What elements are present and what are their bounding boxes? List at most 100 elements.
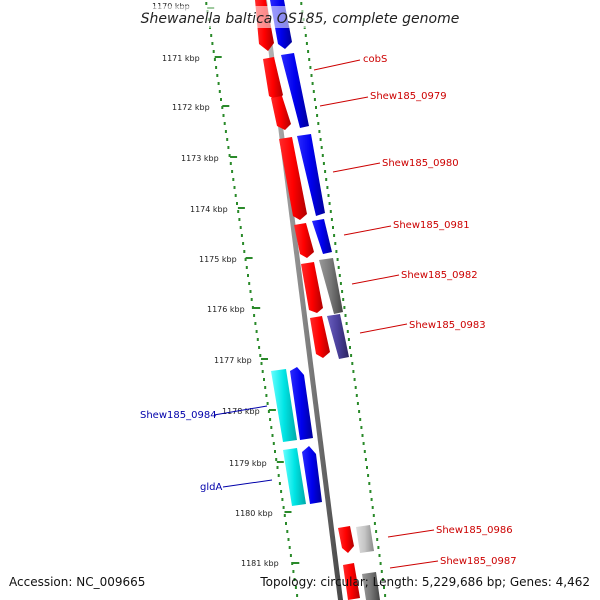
- leader-line: [222, 479, 273, 488]
- kbp-label: 1181 kbp: [241, 559, 279, 568]
- leader-line: [213, 405, 268, 416]
- track-dot: [337, 266, 340, 269]
- track-dot: [313, 98, 316, 101]
- gene-arrow-blue[interactable]: [290, 367, 313, 440]
- track-dot: [231, 170, 234, 173]
- gene-arrow-lightgray[interactable]: [356, 525, 374, 553]
- track-dot: [384, 594, 387, 597]
- track-dot: [243, 250, 246, 253]
- gene-label-leaders-right: [313, 59, 439, 569]
- gene-arrow-red[interactable]: [310, 316, 330, 358]
- track-dot: [271, 434, 274, 437]
- kbp-major-tick: [276, 461, 284, 463]
- track-dot: [296, 594, 299, 597]
- kbp-label: 1177 kbp: [214, 356, 252, 365]
- kbp-label: 1178 kbp: [222, 407, 260, 416]
- gene-features[interactable]: [255, 0, 380, 600]
- gene-label-leaders-left: [213, 405, 273, 488]
- kbp-major-tick: [253, 307, 261, 309]
- gene-label-shew185-0984[interactable]: Shew185_0984: [140, 410, 217, 421]
- gene-arrow-red[interactable]: [301, 262, 323, 313]
- track-dot: [315, 106, 317, 109]
- track-dot: [363, 450, 366, 453]
- track-dot: [216, 74, 219, 77]
- topology-label: Topology: circular; Length: 5,229,686 bp…: [259, 575, 590, 589]
- gene-label-cobs[interactable]: cobS: [363, 54, 387, 65]
- gene-arrow-blue[interactable]: [281, 53, 309, 128]
- gene-arrow-red[interactable]: [294, 223, 314, 258]
- leader-line: [389, 560, 439, 569]
- track-dot: [274, 450, 276, 453]
- track-dot: [288, 546, 291, 549]
- gene-label-shew185-0986[interactable]: Shew185_0986: [436, 525, 513, 536]
- track-dot: [328, 202, 331, 205]
- track-dot: [276, 466, 279, 469]
- gene-arrow-blue[interactable]: [302, 446, 322, 504]
- track-dot: [321, 154, 324, 157]
- track-dot: [256, 338, 259, 341]
- track-dot: [285, 522, 287, 525]
- track-dot: [317, 122, 320, 125]
- track-dot: [371, 506, 374, 509]
- track-dot: [318, 130, 321, 133]
- track-dot: [291, 562, 294, 565]
- track-dot: [380, 570, 383, 573]
- track-dot: [236, 202, 238, 205]
- gene-label-shew185-0981[interactable]: Shew185_0981: [393, 220, 470, 231]
- gene-arrow-red[interactable]: [343, 563, 360, 600]
- track-dot: [372, 514, 375, 517]
- kbp-label: 1179 kbp: [229, 459, 267, 468]
- gene-label-shew185-0987[interactable]: Shew185_0987: [440, 556, 517, 567]
- gene-arrow-blue[interactable]: [312, 219, 332, 254]
- track-dot: [364, 458, 367, 461]
- kbp-label: 1180 kbp: [235, 509, 273, 518]
- track-dot: [212, 50, 215, 53]
- track-dot: [354, 386, 357, 389]
- track-dot: [205, 2, 208, 5]
- track-dot: [344, 314, 347, 317]
- gene-label-shew185-0983[interactable]: Shew185_0983: [409, 320, 486, 331]
- gene-labels-left: Shew185_0984 gldA: [140, 410, 222, 493]
- track-dot: [259, 354, 262, 357]
- gene-arrow-cyan[interactable]: [283, 448, 306, 506]
- gene-arrow-red[interactable]: [271, 96, 291, 130]
- track-dot: [237, 210, 240, 213]
- gene-arrow-red[interactable]: [338, 526, 354, 553]
- track-dot: [270, 426, 273, 429]
- kbp-major-tick: [268, 409, 276, 411]
- track-dot: [305, 42, 308, 45]
- gene-label-glda[interactable]: gldA: [200, 482, 222, 493]
- track-dot: [309, 66, 312, 69]
- gene-label-shew185-0980[interactable]: Shew185_0980: [382, 158, 459, 169]
- track-dot: [377, 546, 380, 549]
- gene-arrow-slate[interactable]: [327, 314, 349, 359]
- track-dot: [355, 394, 358, 397]
- track-dot: [242, 242, 245, 245]
- track-dot: [325, 178, 328, 181]
- track-dot: [220, 98, 222, 101]
- track-dot: [272, 442, 275, 445]
- gene-arrow-cyan[interactable]: [271, 369, 297, 442]
- track-dot: [211, 42, 214, 45]
- track-dot: [342, 298, 345, 301]
- track-dot: [327, 194, 330, 197]
- gene-arrow-gray[interactable]: [319, 258, 343, 314]
- kbp-major-tick: [245, 257, 253, 259]
- leader-line: [332, 162, 381, 173]
- kbp-label: 1175 kbp: [199, 255, 237, 264]
- leader-line: [313, 59, 361, 71]
- track-dot: [253, 314, 256, 317]
- gene-arrow-red[interactable]: [263, 57, 283, 101]
- gene-arrow-gray[interactable]: [362, 572, 380, 600]
- gene-arrow-red[interactable]: [279, 137, 307, 220]
- gene-label-shew185-0982[interactable]: Shew185_0982: [401, 270, 478, 281]
- track-dot: [304, 34, 307, 37]
- track-dot: [336, 258, 339, 261]
- gene-arrow-blue[interactable]: [297, 134, 325, 216]
- track-dot: [330, 218, 333, 221]
- track-dot: [251, 306, 254, 309]
- leader-line: [319, 96, 369, 107]
- track-dot: [293, 578, 296, 581]
- gene-label-shew185-0979[interactable]: Shew185_0979: [370, 91, 447, 102]
- kbp-major-tick: [292, 562, 300, 564]
